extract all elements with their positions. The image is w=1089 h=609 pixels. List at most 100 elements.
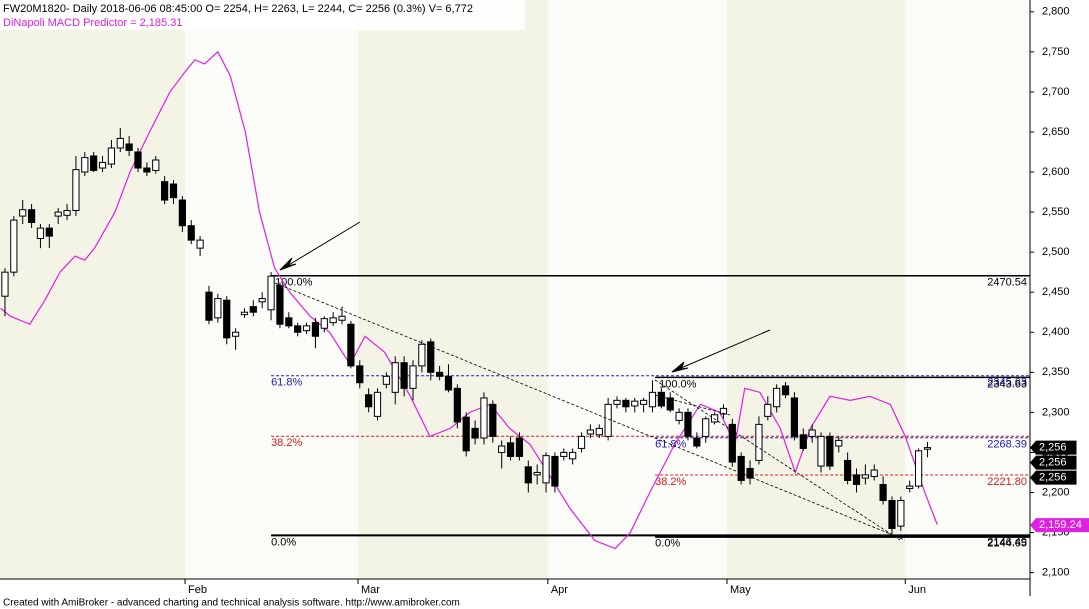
candle-body	[773, 387, 781, 408]
candle-body	[728, 423, 736, 463]
candle-body	[178, 199, 186, 227]
price-label-box	[1030, 518, 1089, 533]
candle-body	[471, 427, 479, 439]
x-tick-label: Jun	[908, 584, 926, 596]
candle-body	[622, 399, 630, 408]
candle-body	[888, 499, 896, 530]
candle-body	[365, 394, 373, 408]
candle-body	[755, 423, 763, 461]
candle-body	[169, 183, 178, 199]
y-tick-label: 2,200	[1042, 486, 1070, 498]
y-tick-label: 2,800	[1042, 6, 1070, 18]
candle-body	[231, 331, 240, 337]
arrow	[281, 221, 361, 270]
fib-value-label: 2144.65	[987, 538, 1027, 550]
candle-body	[10, 219, 18, 273]
candle-body	[710, 414, 719, 423]
fib-value-label: 2268.39	[987, 439, 1027, 451]
candle-body	[551, 455, 559, 487]
candle-body	[790, 397, 799, 437]
candle-body	[125, 143, 133, 151]
candle-body	[1, 271, 9, 297]
candle-body	[329, 317, 337, 324]
candle-body	[870, 469, 878, 477]
candle-body	[285, 317, 293, 327]
fib-label: 0.0%	[655, 538, 680, 550]
candle-body	[506, 442, 515, 457]
candle-body	[595, 427, 603, 436]
arrow-head	[279, 257, 297, 271]
candle-body	[480, 397, 488, 439]
header-bg	[0, 0, 525, 30]
candle-body	[409, 365, 417, 389]
price-label: 2,256	[1039, 442, 1067, 454]
candle-body	[808, 429, 816, 437]
candle-body	[400, 362, 408, 389]
price-label-box	[1030, 440, 1077, 455]
candle-body	[462, 416, 470, 452]
y-tick-label: 2,550	[1042, 206, 1070, 218]
fib-label: 100.0%	[275, 277, 313, 289]
candle-body	[923, 447, 932, 450]
candle-body	[276, 285, 284, 325]
fib-value-label: 2345.63	[987, 377, 1027, 389]
candle-body	[418, 343, 426, 367]
candle-body	[19, 209, 27, 217]
candle-body	[187, 225, 195, 241]
candle-body	[214, 298, 222, 319]
month-band	[547, 0, 727, 579]
candle-body	[648, 391, 657, 408]
candle-body	[294, 325, 302, 333]
candle-body	[320, 318, 328, 329]
candle-body	[666, 397, 674, 411]
x-tick-label: Feb	[188, 584, 207, 596]
x-tick-label: Apr	[551, 584, 568, 596]
candle-body	[533, 471, 541, 476]
candle-body	[861, 474, 869, 479]
fib-value-label: 2221.80	[987, 476, 1027, 488]
x-tick-label: Mar	[361, 584, 380, 596]
candle-body	[675, 411, 683, 421]
candle-body	[897, 499, 905, 527]
candle-body	[72, 169, 80, 211]
candle-body	[453, 387, 461, 423]
candle-body	[702, 418, 710, 437]
candle-body	[799, 434, 807, 449]
price-label: 2,256	[1039, 472, 1067, 484]
candle-body	[826, 435, 834, 467]
candle-body	[249, 306, 257, 313]
fib-label: 38.2%	[655, 476, 686, 488]
candle-body	[577, 435, 586, 449]
y-tick-label: 2,750	[1042, 46, 1070, 58]
fib-value-label: 2470.54	[987, 277, 1027, 289]
y-tick-label: 2,650	[1042, 126, 1070, 138]
candle-body	[560, 451, 568, 457]
candle-body	[161, 181, 169, 201]
price-label: 2,256	[1039, 457, 1067, 469]
candle-body	[817, 435, 825, 467]
y-tick-label: 2,600	[1042, 166, 1070, 178]
candle-body	[205, 291, 213, 321]
candle-body	[267, 275, 275, 311]
trend-line	[654, 379, 901, 541]
candle-body	[613, 399, 621, 405]
candle-body	[63, 209, 71, 216]
candle-body	[302, 325, 311, 332]
y-tick-label: 2,400	[1042, 326, 1070, 338]
candle-body	[134, 151, 142, 169]
candle-body	[347, 323, 355, 367]
candle-body	[498, 445, 506, 453]
y-tick-label: 2,300	[1042, 406, 1070, 418]
candle-body	[391, 362, 399, 393]
candle-body	[604, 403, 612, 437]
candle-body	[781, 385, 790, 396]
candle-body	[684, 411, 692, 437]
candle-body	[906, 485, 914, 489]
candle-body	[258, 298, 266, 303]
plot: 100.0% 2470.54 61.8% 2345.63 38.2% 0.0% 2146.4…	[0, 50, 1030, 550]
fib-value-label: 2343.63	[987, 378, 1027, 390]
candle-body	[382, 375, 390, 385]
chart-subtitle: DiNapoli MACD Predictor = 2,185.31	[3, 17, 182, 29]
candle-body	[196, 239, 204, 249]
